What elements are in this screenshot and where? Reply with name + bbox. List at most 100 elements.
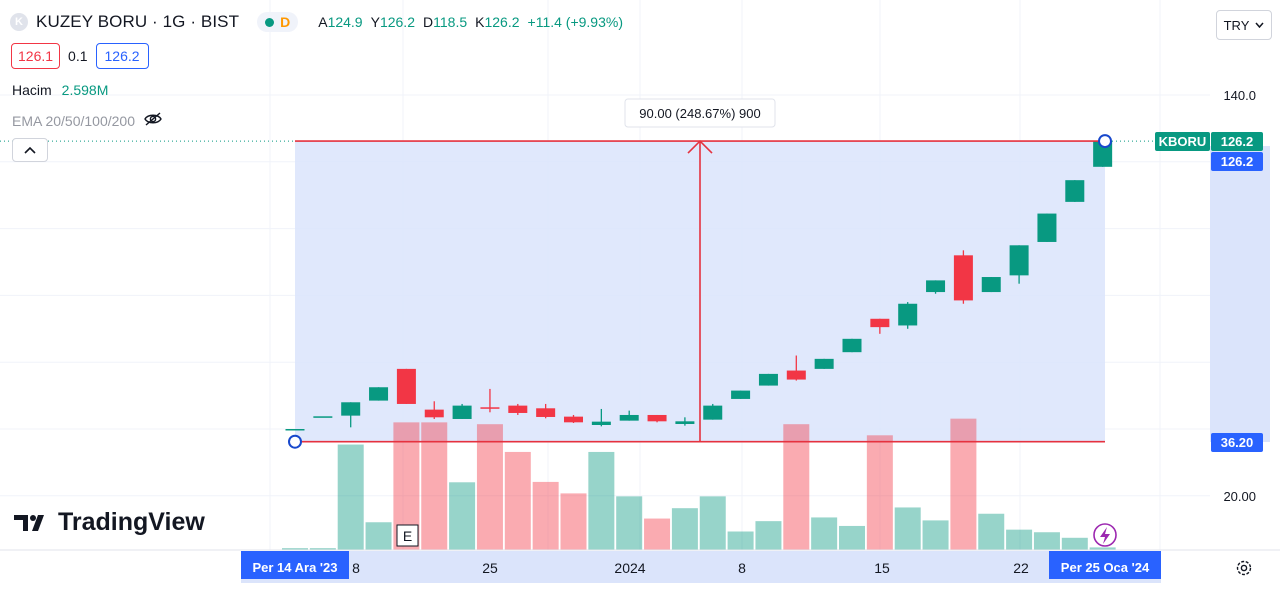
candle[interactable] [926, 280, 946, 294]
x-range-end-bg [1049, 551, 1161, 579]
candle[interactable] [842, 338, 862, 353]
candle[interactable] [369, 387, 389, 401]
ohlc-change: +11.4 (+9.93%) [527, 14, 623, 30]
volume-bar [504, 451, 531, 550]
ohlc-high: Y126.2 [370, 14, 415, 30]
candle[interactable] [870, 318, 890, 334]
candle[interactable] [786, 355, 806, 381]
candle-body [313, 416, 333, 418]
candle-body [619, 414, 639, 421]
candle[interactable] [675, 417, 695, 426]
candle-body [396, 368, 416, 404]
market-status-pill[interactable]: D [257, 12, 299, 32]
lightning-icon[interactable] [1093, 523, 1117, 547]
volume-bar [950, 418, 977, 550]
range-low-badge: 36.20 [1211, 433, 1263, 452]
candle-body [647, 414, 667, 422]
earnings-marker-box [396, 524, 419, 547]
x-tick-label: 8 [352, 560, 360, 576]
candle[interactable] [731, 390, 751, 399]
candle-body [842, 338, 862, 353]
candle-body [369, 387, 389, 401]
candle[interactable] [452, 403, 472, 419]
candle[interactable] [953, 250, 973, 304]
candle-body [452, 405, 472, 419]
candle[interactable] [703, 403, 723, 420]
volume-bar [699, 496, 726, 550]
candle[interactable] [1065, 180, 1085, 202]
tradingview-logo[interactable]: TradingView [14, 508, 205, 537]
candle-body [926, 280, 946, 293]
symbol-title[interactable]: KUZEY BORU · 1G · BIST [36, 12, 240, 31]
range-high-badge-bg [1211, 152, 1263, 171]
candle[interactable] [396, 368, 416, 404]
candle[interactable] [480, 388, 500, 413]
volume-bar [894, 507, 921, 550]
last-price-badge-label: 126.2 [1221, 134, 1254, 149]
volume-bar [922, 520, 949, 550]
currency-select[interactable]: TRY [1216, 10, 1272, 40]
candle[interactable] [758, 373, 778, 386]
candle[interactable] [341, 402, 361, 428]
candle[interactable] [424, 401, 444, 419]
x-range-end-label: Per 25 Oca '24 [1061, 560, 1150, 575]
symbol-price-badge: KBORU [1155, 132, 1210, 151]
chevron-up-icon [24, 146, 36, 154]
tradingview-wordmark: TradingView [58, 508, 205, 536]
candle-body [786, 370, 806, 380]
symbol-badge-bg [1155, 132, 1210, 151]
volume-legend[interactable]: Hacim 2.598M [12, 82, 108, 98]
collapse-legend-button[interactable] [12, 138, 48, 162]
candle-body [675, 421, 695, 424]
candle-body [285, 429, 305, 431]
candle-body [536, 408, 556, 417]
candle-body [508, 405, 528, 413]
bid-ask-panel: 126.1 0.1 126.2 [11, 43, 149, 69]
eye-off-icon[interactable] [143, 111, 163, 130]
spread-value: 0.1 [68, 48, 88, 64]
volume-bar [588, 451, 615, 550]
volume-bar [811, 517, 838, 550]
candle[interactable] [1009, 245, 1029, 284]
earnings-event-marker[interactable]: E [396, 524, 419, 547]
tradingview-logo-icon [14, 514, 44, 531]
last-price-badge-bg [1211, 132, 1263, 151]
candle[interactable] [536, 403, 556, 419]
candle[interactable] [898, 302, 918, 329]
x-tick-label: 22 [1013, 560, 1029, 576]
candle-body [898, 303, 918, 326]
volume-bar [309, 548, 336, 550]
range-end-handle[interactable] [1098, 134, 1112, 149]
candle[interactable] [313, 416, 333, 418]
candle-body [1009, 245, 1029, 276]
y-axis-range-highlight [1210, 146, 1270, 442]
ohlc-close: K126.2 [475, 14, 520, 30]
buy-price-button[interactable]: 126.2 [95, 43, 149, 69]
candle-body [564, 416, 583, 423]
range-start-handle[interactable] [288, 434, 302, 449]
candle[interactable] [814, 358, 834, 369]
measure-label-box: 90.00 (248.67%) 900 [624, 98, 776, 128]
candle-body [480, 407, 500, 409]
ema-legend[interactable]: EMA 20/50/100/200 [12, 111, 163, 130]
volume-bar [1061, 537, 1088, 550]
candle[interactable] [591, 408, 611, 427]
symbol-logo-icon[interactable]: K [10, 13, 28, 31]
chart-settings-button[interactable] [1233, 557, 1255, 579]
candle[interactable] [564, 414, 583, 423]
candle-body [424, 409, 444, 418]
last-price-badge: 126.2 [1211, 132, 1263, 151]
volume-bar [1089, 547, 1116, 550]
candle[interactable] [647, 414, 667, 423]
candle[interactable] [1037, 213, 1057, 242]
x-range-start-badge: Per 14 Ara '23 [241, 551, 349, 579]
candle[interactable] [619, 410, 639, 421]
range-high-badge: 126.2 [1211, 152, 1263, 171]
volume-bar [866, 435, 893, 550]
candle[interactable] [508, 403, 528, 415]
sell-price-button[interactable]: 126.1 [11, 43, 61, 69]
measure-label-bg [624, 98, 776, 128]
candle[interactable] [981, 277, 1001, 293]
candle[interactable] [285, 429, 305, 431]
